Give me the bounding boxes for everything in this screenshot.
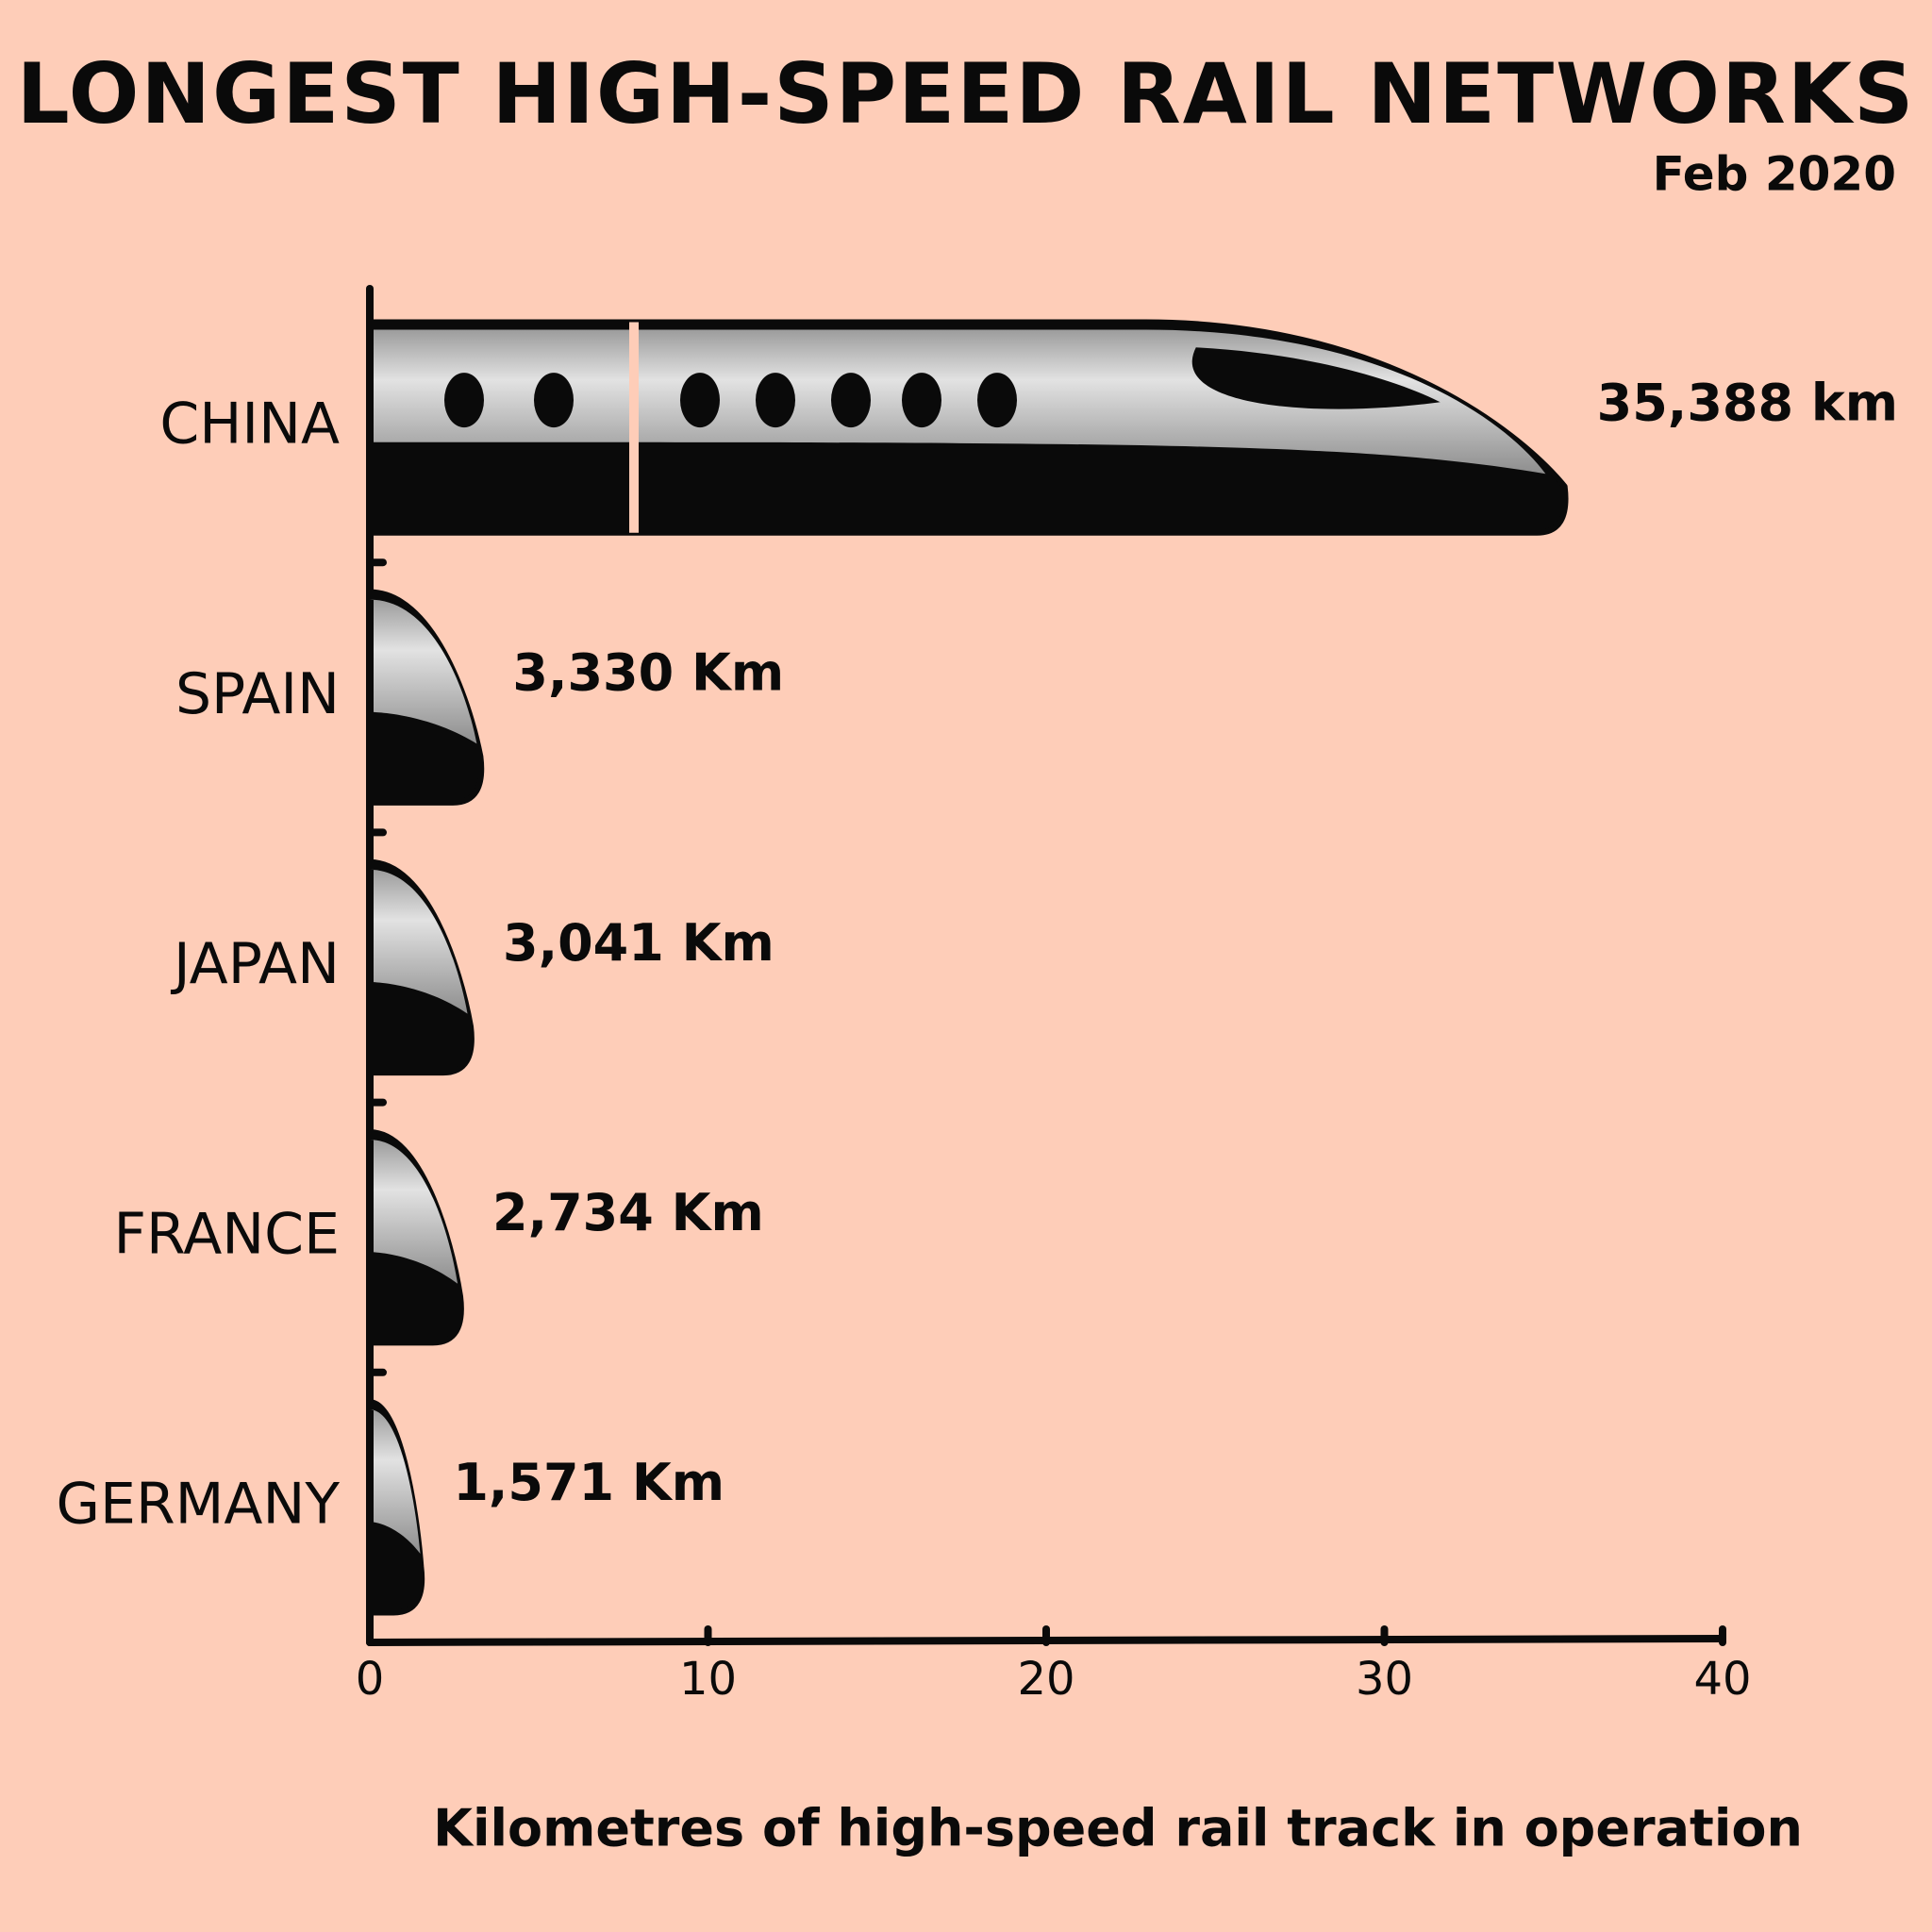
chart-subtitle: Feb 2020 [1653,147,1896,202]
bar-highlight [370,1409,421,1555]
window [534,373,574,428]
window [444,373,484,428]
windshield [1191,347,1441,409]
window [977,373,1017,428]
bar-highlight [370,869,468,1014]
x-tick-label: 30 [1356,1653,1413,1706]
bar-highlight [370,1140,458,1284]
x-tick-label: 40 [1693,1653,1751,1706]
x-tick-label: 0 [356,1653,385,1706]
window [902,373,941,428]
bar-highlight [370,599,477,744]
window [831,373,871,428]
category-label: JAPAN [170,931,340,997]
category-label: CHINA [159,391,340,458]
x-tick-label: 10 [679,1653,737,1706]
value-label: 35,388 km [1597,373,1898,432]
window [680,373,720,428]
value-label: 2,734 Km [492,1183,764,1242]
value-label: 1,571 Km [453,1453,724,1512]
category-label: GERMANY [57,1471,341,1537]
value-label: 3,041 Km [503,913,774,973]
value-label: 3,330 Km [512,643,784,703]
x-axis-label: Kilometres of high-speed rail track in o… [433,1799,1803,1858]
x-tick-label: 20 [1017,1653,1074,1706]
category-label: FRANCE [113,1201,340,1267]
window [756,373,795,428]
category-label: SPAIN [175,661,340,727]
chart-title: LONGEST HIGH-SPEED RAIL NETWORKS [17,45,1916,142]
